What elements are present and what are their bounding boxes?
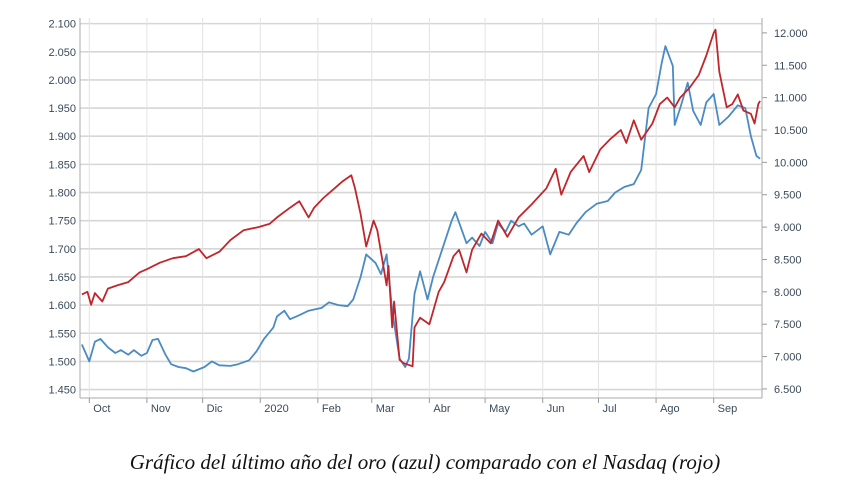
y-left-tick-label: 1.500	[48, 356, 76, 368]
x-tick-label: May	[489, 403, 510, 415]
tick-labels: 1.450 1.500 1.550 1.600 1.650 1.700 1.750 1.800…	[48, 19, 807, 415]
y-right-tick-label: 10.000	[774, 157, 808, 169]
series-line-gold	[81, 45, 761, 373]
y-left-tick-label: 2.100	[48, 19, 76, 31]
y-left-tick-label: 1.750	[48, 216, 76, 228]
y-right-tick-label: 9.000	[774, 222, 802, 234]
y-left-tick-label: 1.600	[48, 300, 76, 312]
series-line-nasdaq	[81, 28, 761, 368]
y-right-tick-label: 7.500	[774, 319, 802, 331]
y-left-tick-label: 1.800	[48, 188, 76, 200]
y-right-tick-label: 9.500	[774, 190, 802, 202]
y-left-tick-label: 2.050	[48, 47, 76, 59]
axes	[79, 18, 767, 403]
y-left-tick-label: 1.900	[48, 131, 76, 143]
x-tick-label: Abr	[433, 403, 450, 415]
y-left-tick-label: 1.550	[48, 328, 76, 340]
grid	[80, 18, 762, 398]
x-tick-label: Jun	[547, 403, 565, 415]
chart-caption: Gráfico del último año del oro (azul) co…	[129, 450, 721, 474]
x-tick-label: Oct	[93, 403, 110, 415]
x-tick-label: Nov	[151, 403, 171, 415]
x-tick-label: Jul	[602, 403, 616, 415]
series-lines	[81, 28, 761, 373]
y-right-tick-label: 8.500	[774, 254, 802, 266]
y-left-tick-label: 1.450	[48, 385, 76, 397]
x-tick-label: 2020	[264, 403, 288, 415]
y-left-tick-label: 1.700	[48, 244, 76, 256]
y-right-tick-label: 11.500	[774, 60, 807, 72]
x-tick-label: Ago	[660, 403, 680, 415]
y-left-tick-label: 2.000	[48, 75, 76, 87]
y-right-tick-label: 7.000	[774, 352, 802, 364]
y-left-tick-label: 1.850	[48, 159, 76, 171]
y-right-tick-label: 10.500	[774, 125, 808, 137]
x-tick-label: Mar	[376, 403, 395, 415]
y-right-tick-label: 8.000	[774, 287, 802, 299]
y-right-tick-label: 12.000	[774, 28, 808, 40]
y-right-tick-label: 6.500	[774, 384, 802, 396]
y-left-tick-label: 1.950	[48, 103, 76, 115]
x-tick-label: Dic	[207, 403, 223, 415]
x-tick-label: Sep	[718, 403, 738, 415]
y-right-tick-label: 11.000	[774, 93, 807, 105]
x-tick-label: Feb	[322, 403, 341, 415]
y-left-tick-label: 1.650	[48, 272, 76, 284]
